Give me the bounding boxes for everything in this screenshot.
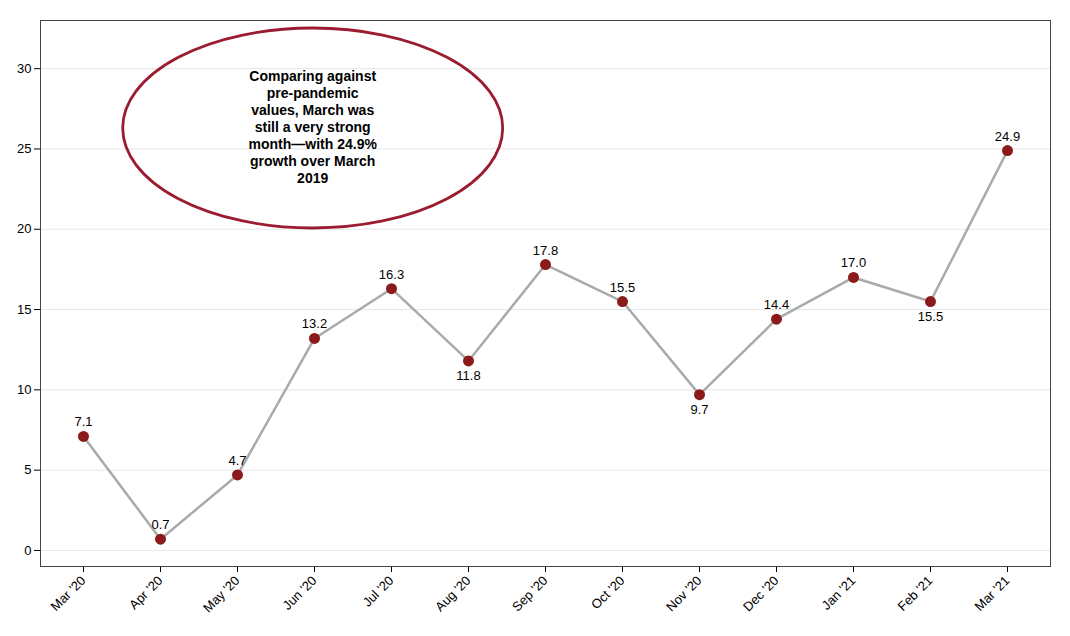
svg-text:16.3: 16.3 xyxy=(379,267,404,282)
svg-text:Oct '20: Oct '20 xyxy=(588,573,627,612)
svg-text:15.5: 15.5 xyxy=(610,280,635,295)
svg-text:May '20: May '20 xyxy=(200,573,243,616)
svg-text:10: 10 xyxy=(17,382,31,397)
svg-text:Nov '20: Nov '20 xyxy=(663,573,704,614)
svg-text:17.8: 17.8 xyxy=(533,243,558,258)
svg-text:Jan '21: Jan '21 xyxy=(819,573,859,613)
svg-text:14.4: 14.4 xyxy=(764,297,789,312)
svg-text:Jun '20: Jun '20 xyxy=(280,573,320,613)
svg-text:24.9: 24.9 xyxy=(995,129,1020,144)
svg-text:4.7: 4.7 xyxy=(228,453,246,468)
svg-text:0.7: 0.7 xyxy=(151,517,169,532)
svg-text:15.5: 15.5 xyxy=(918,309,943,324)
svg-text:15: 15 xyxy=(17,302,31,317)
svg-text:Mar '20: Mar '20 xyxy=(48,573,89,614)
svg-text:Mar '21: Mar '21 xyxy=(972,573,1013,614)
svg-text:5: 5 xyxy=(24,462,31,477)
svg-text:Apr '20: Apr '20 xyxy=(126,573,165,612)
svg-text:0: 0 xyxy=(24,543,31,558)
svg-text:Sep '20: Sep '20 xyxy=(509,573,550,614)
svg-text:Aug '20: Aug '20 xyxy=(432,573,473,614)
svg-text:Feb '21: Feb '21 xyxy=(895,573,936,614)
svg-text:11.8: 11.8 xyxy=(456,368,480,383)
svg-text:25: 25 xyxy=(17,141,31,156)
svg-text:9.7: 9.7 xyxy=(690,402,708,417)
svg-text:Comparing againstpre-pandemicv: Comparing againstpre-pandemicvalues, Mar… xyxy=(249,68,378,186)
svg-text:17.0: 17.0 xyxy=(841,255,866,270)
svg-text:13.2: 13.2 xyxy=(302,316,327,331)
svg-text:Jul '20: Jul '20 xyxy=(360,573,397,610)
svg-text:7.1: 7.1 xyxy=(74,414,92,429)
svg-text:20: 20 xyxy=(17,221,31,236)
svg-text:Dec '20: Dec '20 xyxy=(740,573,781,614)
svg-text:30: 30 xyxy=(17,61,31,76)
